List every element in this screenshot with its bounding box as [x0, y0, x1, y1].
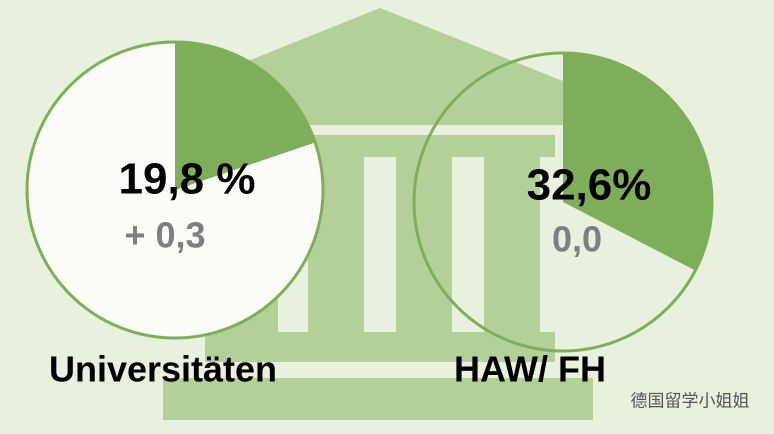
value-label: 32,6% [527, 161, 652, 210]
base [163, 378, 593, 420]
category-label: Universitäten [49, 349, 277, 390]
value-label: 19,8 % [119, 155, 256, 204]
column [484, 157, 540, 332]
change-label: + 0,3 [124, 215, 205, 256]
watermark: 德国留学小姐姐 [631, 391, 750, 410]
change-label: 0,0 [552, 219, 602, 260]
category-label: HAW/ FH [454, 349, 606, 390]
pie-slice [563, 53, 712, 271]
column [396, 157, 452, 332]
pie-slice [175, 42, 316, 190]
